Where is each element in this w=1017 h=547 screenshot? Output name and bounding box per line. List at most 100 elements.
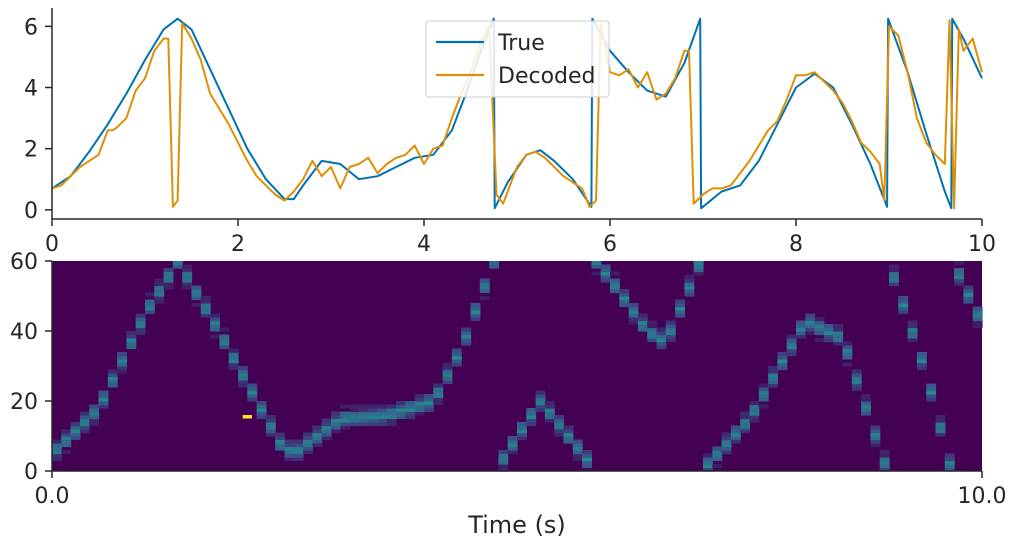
heatmap-cell xyxy=(703,460,713,465)
heatmap-cell xyxy=(935,432,946,437)
heatmap-cell xyxy=(703,467,713,472)
heatmap-cell xyxy=(675,303,685,308)
heatmap-cell xyxy=(600,268,611,273)
heatmap-cell xyxy=(498,450,509,455)
heatmap-cell xyxy=(619,303,630,308)
heatmap-cell xyxy=(210,320,220,325)
heatmap-cell xyxy=(870,425,881,430)
heatmap-cell xyxy=(572,439,583,444)
heatmap-cell xyxy=(219,327,230,332)
heatmap-cell xyxy=(414,411,425,416)
heatmap-cell xyxy=(963,289,974,294)
heatmap-cell xyxy=(461,334,472,339)
heatmap-cell xyxy=(163,282,174,287)
heatmap-cell xyxy=(442,376,453,381)
heatmap-cell xyxy=(805,317,816,322)
heatmap-cell xyxy=(442,362,453,367)
heatmap-cell xyxy=(182,285,193,290)
legend-label-decoded: Decoded xyxy=(498,64,596,89)
heatmap-cell xyxy=(786,352,797,357)
heatmap-cell xyxy=(637,327,648,332)
heatmap-cell xyxy=(870,429,881,434)
heatmap-cell xyxy=(210,313,220,318)
heatmap-cell xyxy=(721,436,732,441)
heatmap-cell xyxy=(89,408,100,413)
heatmap-cell xyxy=(684,282,695,287)
heatmap-cell xyxy=(749,401,760,406)
heatmap-cell xyxy=(926,383,937,388)
heatmap-cell xyxy=(238,366,248,371)
heatmap-cell xyxy=(926,397,937,402)
heatmap-cell xyxy=(228,352,239,357)
heatmap-cell xyxy=(312,429,323,434)
heatmap-cell xyxy=(944,453,955,458)
heatmap-cell xyxy=(665,334,676,339)
heatmap-cell xyxy=(470,310,481,315)
heatmap-hot-cell xyxy=(242,415,252,419)
heatmap-cell xyxy=(396,408,406,413)
x-tick-label: 0.0 xyxy=(35,484,70,509)
heatmap-cell xyxy=(284,443,295,448)
heatmap-cell xyxy=(79,422,90,427)
heatmap-cell xyxy=(526,415,537,420)
heatmap-cell xyxy=(368,418,379,423)
heatmap-cell xyxy=(907,324,918,329)
heatmap-cell xyxy=(70,425,81,430)
bottom-y-ticks: 0 20 40 60 xyxy=(10,250,52,485)
heatmap-cell xyxy=(582,450,592,455)
heatmap-cell xyxy=(544,408,555,413)
heatmap-cell xyxy=(591,261,602,266)
heatmap-cell xyxy=(79,411,90,416)
x-tick-label: 2 xyxy=(231,232,245,257)
heatmap-cell xyxy=(479,285,490,290)
heatmap-cell xyxy=(200,306,211,311)
x-axis-title: Time (s) xyxy=(467,511,566,539)
heatmap-cell xyxy=(554,418,565,423)
heatmap-cell xyxy=(544,415,555,420)
heatmap-cell xyxy=(823,327,834,332)
heatmap-cell xyxy=(870,443,881,448)
heatmap-cell xyxy=(107,369,118,374)
heatmap-cell xyxy=(730,429,741,434)
heatmap-cell xyxy=(526,408,537,413)
heatmap-cell xyxy=(470,303,481,308)
heatmap-cell xyxy=(145,292,155,297)
heatmap-cell xyxy=(786,345,797,350)
heatmap-cell xyxy=(135,313,146,318)
heatmap-cell xyxy=(740,429,751,434)
heatmap-cell xyxy=(303,432,313,437)
heatmap-cell xyxy=(135,327,146,332)
heatmap-cell xyxy=(154,282,165,287)
heatmap-cell xyxy=(684,292,695,297)
heatmap-cell xyxy=(61,443,72,448)
heatmap-cell xyxy=(117,359,127,364)
heatmap-cell xyxy=(889,271,899,276)
heatmap-cell xyxy=(907,338,918,343)
heatmap-cell xyxy=(275,436,286,441)
heatmap-cell xyxy=(219,338,230,343)
heatmap-cell xyxy=(126,331,137,336)
heatmap-cell xyxy=(461,341,472,346)
heatmap-cell xyxy=(730,439,741,444)
heatmap-cell xyxy=(600,275,611,280)
heatmap-cell xyxy=(256,401,267,406)
heatmap-cell xyxy=(451,355,462,360)
heatmap-cell xyxy=(61,436,72,441)
heatmap-cell xyxy=(219,341,230,346)
heatmap-cell xyxy=(926,387,937,392)
heatmap-cell xyxy=(256,415,267,420)
heatmap-cell xyxy=(52,453,62,458)
heatmap-cell xyxy=(554,415,565,420)
heatmap-cell xyxy=(517,436,527,441)
series-line-decoded xyxy=(51,19,983,210)
heatmap-cell xyxy=(172,261,183,266)
heatmap-cell xyxy=(805,324,816,329)
heatmap-cell xyxy=(284,439,295,444)
heatmap-cell xyxy=(479,289,490,294)
heatmap-cell xyxy=(126,341,137,346)
heatmap-cell xyxy=(656,345,667,350)
heatmap-cell xyxy=(135,317,146,322)
heatmap-cell xyxy=(238,380,248,385)
heatmap-cell xyxy=(684,278,695,283)
heatmap-cell xyxy=(238,373,248,378)
